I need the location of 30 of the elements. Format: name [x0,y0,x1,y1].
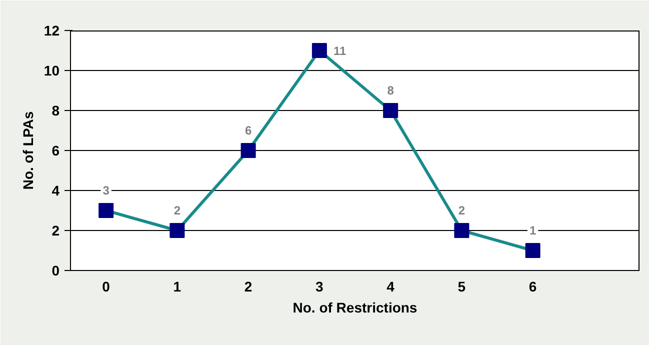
x-tick-label: 2 [244,278,252,294]
x-axis-title: No. of Restrictions [292,300,418,316]
x-tick-label: 4 [386,278,395,294]
y-tick-label: 4 [52,182,60,198]
y-tick-label: 0 [52,262,60,278]
data-label: 2 [458,204,466,218]
x-tick-label: 0 [102,278,110,294]
y-axis-title: No. of LPAs [20,111,36,190]
x-tick-label: 1 [173,278,182,294]
point [170,223,185,238]
y-tick-label: 10 [44,62,60,78]
point [454,223,470,238]
data-label: 1 [529,224,536,238]
y-tick-label: 6 [52,142,60,158]
x-tick-label: 3 [316,278,324,294]
x-tick-label: 6 [528,278,537,294]
point [240,143,256,158]
y-tick-label: 2 [52,222,60,238]
y-tick-label: 8 [52,102,60,118]
point [98,203,114,218]
point [383,103,398,118]
data-label: 3 [102,184,110,198]
y-tick-label: 12 [44,22,60,38]
point [312,43,327,58]
data-label: 11 [333,44,346,58]
point [525,243,540,258]
x-tick-label: 5 [458,278,466,294]
data-label: 6 [244,124,252,138]
data-label: 2 [174,204,181,218]
data-label: 8 [387,84,394,98]
